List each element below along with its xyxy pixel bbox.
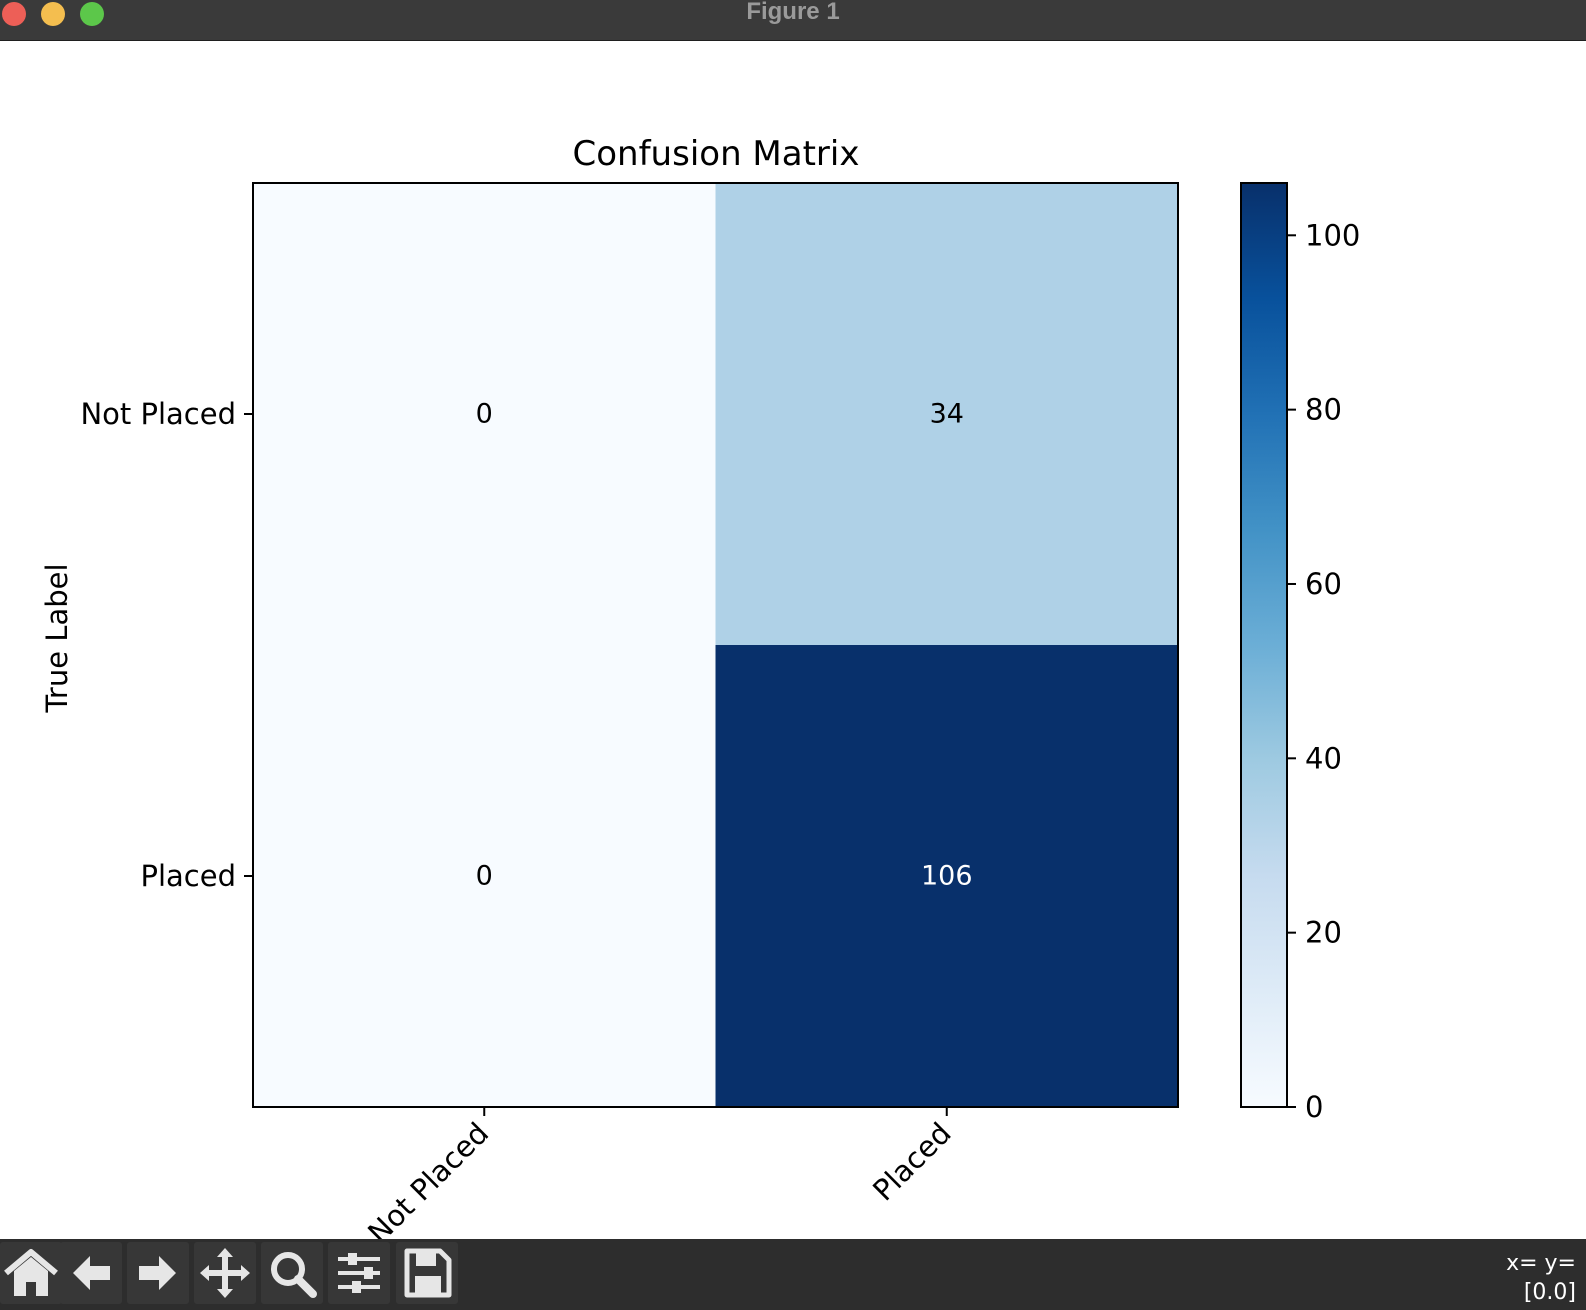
colorbar-tick-label: 40: [1305, 741, 1342, 775]
forward-button[interactable]: [127, 1242, 189, 1304]
coords-line-2: [0.0]: [1523, 1280, 1576, 1305]
colorbar-tick-label: 80: [1305, 393, 1342, 427]
forward-arrow-icon: [139, 1256, 176, 1290]
save-icon: [404, 1248, 452, 1298]
cell-value-label: 34: [930, 399, 964, 430]
y-axis-label: True Label: [40, 563, 74, 713]
y-tick-label: Not Placed: [80, 397, 236, 431]
navigation-toolbar: x= y= [0.0]: [0, 1239, 1586, 1310]
back-arrow-icon: [73, 1256, 110, 1290]
pan-button[interactable]: [194, 1242, 256, 1304]
x-tick-label: Placed: [866, 1116, 958, 1208]
heatmap-cells: 0 34 0 106: [253, 183, 1178, 1107]
cell-value-label: 0: [476, 399, 493, 430]
heatmap-cell: [253, 645, 716, 1107]
x-tick-label: Not Placed: [361, 1116, 495, 1239]
colorbar-tick-label: 0: [1305, 1090, 1323, 1124]
colorbar: [1240, 182, 1288, 1108]
plot-frame: [252, 182, 1179, 1108]
zoom-icon: [271, 1252, 317, 1298]
cursor-coordinates: x= y= [0.0]: [1506, 1249, 1576, 1307]
close-button[interactable]: [2, 2, 26, 26]
colorbar-ticks: 0 20 40 60 80 100: [1287, 218, 1360, 1124]
colorbar-tick-label: 100: [1305, 218, 1360, 252]
home-icon: [4, 1249, 58, 1296]
heatmap-cell: [715, 645, 1178, 1107]
heatmap-cell: [253, 183, 716, 645]
coords-line-1: x= y=: [1506, 1251, 1576, 1276]
window-titlebar: Figure 1: [0, 0, 1586, 41]
confusion-matrix-chart: Confusion Matrix True Label 0 34 0 106 Not …: [40, 134, 1360, 1239]
cell-value-label: 106: [921, 861, 973, 892]
maximize-button[interactable]: [80, 2, 104, 26]
save-button[interactable]: [396, 1242, 458, 1304]
back-button[interactable]: [60, 1242, 122, 1304]
configure-subplots-button[interactable]: [328, 1242, 390, 1304]
y-tick-label: Placed: [140, 859, 236, 893]
home-button[interactable]: [0, 1242, 62, 1304]
zoom-button[interactable]: [261, 1242, 323, 1304]
colorbar-tick-label: 20: [1305, 916, 1342, 950]
configure-subplots-icon: [338, 1253, 380, 1293]
chart-title: Confusion Matrix: [573, 134, 860, 174]
heatmap-cell: [715, 183, 1178, 645]
colorbar-tick-label: 60: [1305, 567, 1342, 601]
window-title: Figure 1: [746, 0, 840, 25]
figure-canvas[interactable]: Confusion Matrix True Label 0 34 0 106 Not …: [0, 41, 1586, 1239]
pan-icon: [200, 1248, 250, 1298]
minimize-button[interactable]: [41, 2, 65, 26]
cell-value-label: 0: [476, 861, 493, 892]
